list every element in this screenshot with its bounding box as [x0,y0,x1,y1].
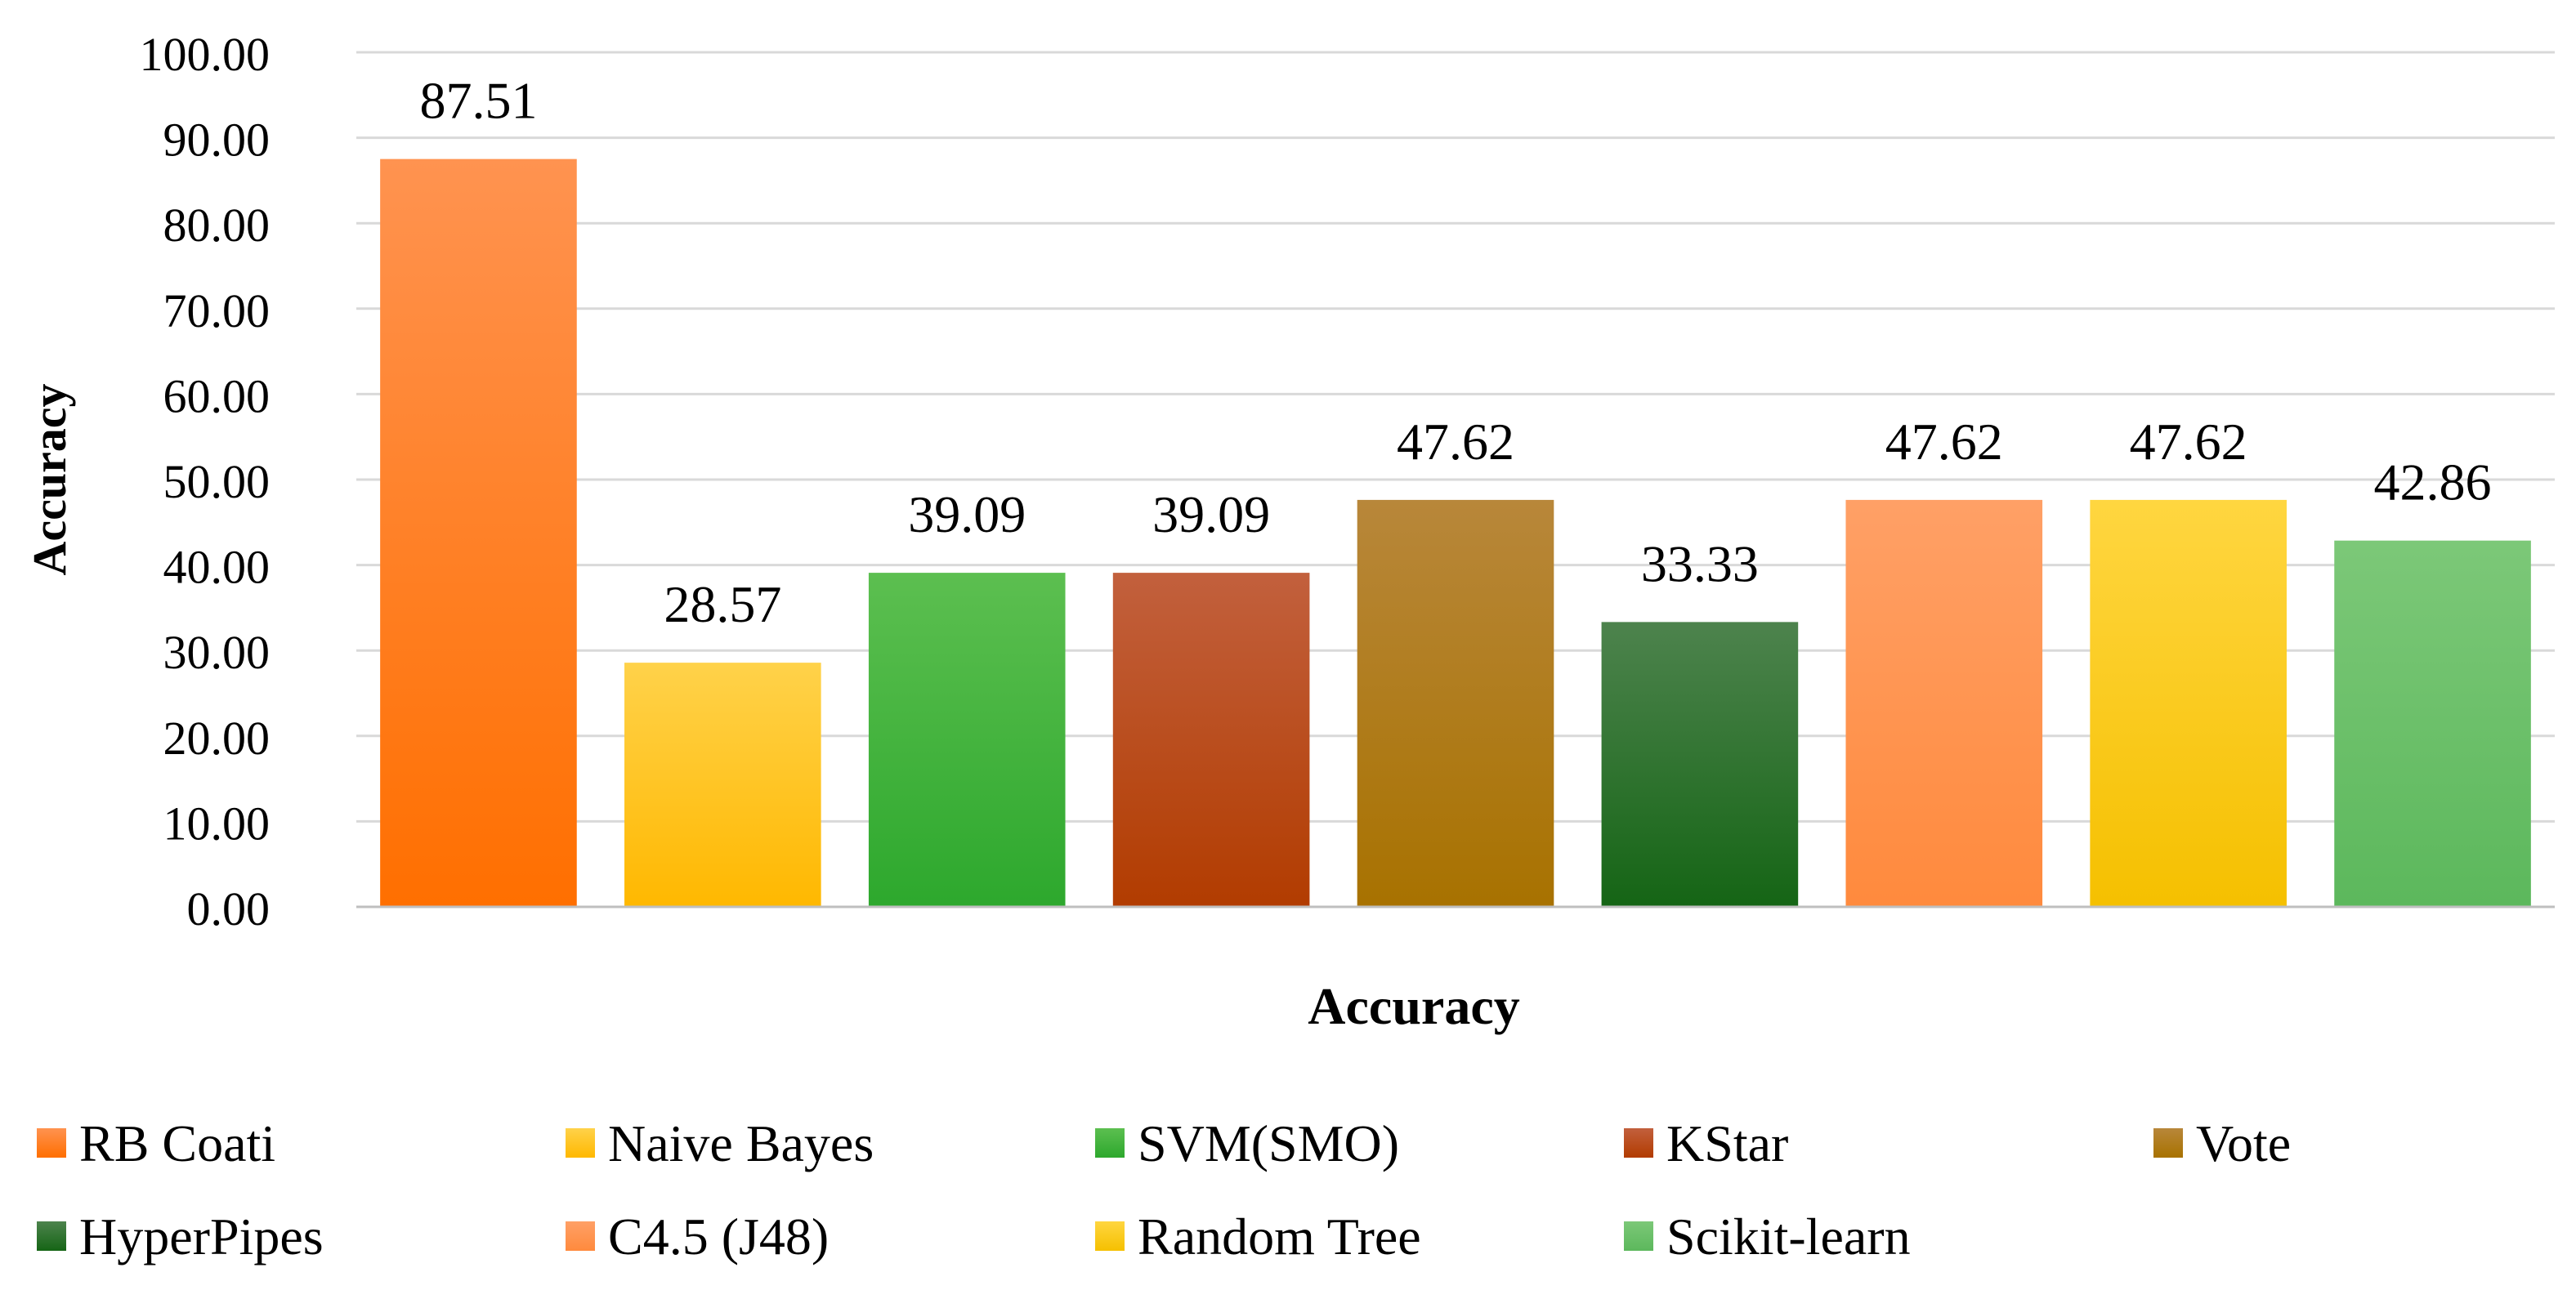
bar [2334,540,2531,907]
y-tick-label: 90.00 [163,114,271,167]
y-tick-label: 20.00 [163,712,271,765]
data-label: 47.62 [1397,413,1514,471]
y-tick-label: 50.00 [163,455,271,508]
legend-label: Scikit-learn [1666,1207,1911,1266]
legend-swatch [566,1221,595,1251]
bar [1357,499,1554,907]
legend-label: Naive Bayes [608,1114,874,1172]
data-label: 47.62 [2130,413,2247,471]
bar [868,573,1066,907]
y-tick-label: 0.00 [187,882,271,935]
y-axis-ticks: 0.00 10.00 20.00 30.00 40.00 50.00 60.00 70.00 8… [140,28,271,935]
bar [2090,499,2287,907]
bar [1112,573,1310,907]
x-axis-title: Accuracy [1308,977,1519,1035]
legend-label: Vote [2196,1114,2291,1172]
y-tick-label: 100.00 [140,28,271,81]
data-label: 33.33 [1641,534,1759,592]
bars [380,158,2531,908]
legend-label: Random Tree [1138,1207,1421,1266]
bar [1845,499,2043,907]
y-tick-label: 70.00 [163,284,271,337]
y-tick-label: 40.00 [163,541,271,594]
bar [380,158,577,908]
y-tick-label: 60.00 [163,369,271,422]
data-label: 42.86 [2374,453,2492,511]
y-axis-title: Accuracy [23,383,76,575]
data-label: 47.62 [1885,413,2003,471]
data-label: 39.09 [908,485,1026,543]
legend-swatch [2153,1128,2183,1158]
legend-swatch [37,1221,66,1251]
y-tick-label: 10.00 [163,797,271,850]
legend: RB Coati Naive Bayes SVM(SMO) KStar Vote Hype… [37,1114,2291,1266]
bar [1601,622,1799,907]
bar [624,663,821,907]
data-label: 39.09 [1152,485,1270,543]
legend-swatch [1624,1128,1653,1158]
legend-swatch [1095,1221,1125,1251]
legend-label: HyperPipes [79,1207,324,1266]
legend-label: RB Coati [79,1114,275,1172]
y-tick-label: 30.00 [163,626,271,679]
legend-label: KStar [1666,1114,1788,1172]
y-tick-label: 80.00 [163,199,271,252]
data-label: 28.57 [664,575,781,633]
legend-label: C4.5 (J48) [608,1207,829,1266]
data-label: 87.51 [419,72,537,130]
legend-label: SVM(SMO) [1138,1114,1399,1172]
legend-swatch [1624,1221,1653,1251]
legend-swatch [1095,1128,1125,1158]
legend-swatch [37,1128,66,1158]
legend-swatch [566,1128,595,1158]
data-labels: 87.51 28.57 39.09 39.09 47.62 33.33 47.62 47.62… [419,72,2491,634]
